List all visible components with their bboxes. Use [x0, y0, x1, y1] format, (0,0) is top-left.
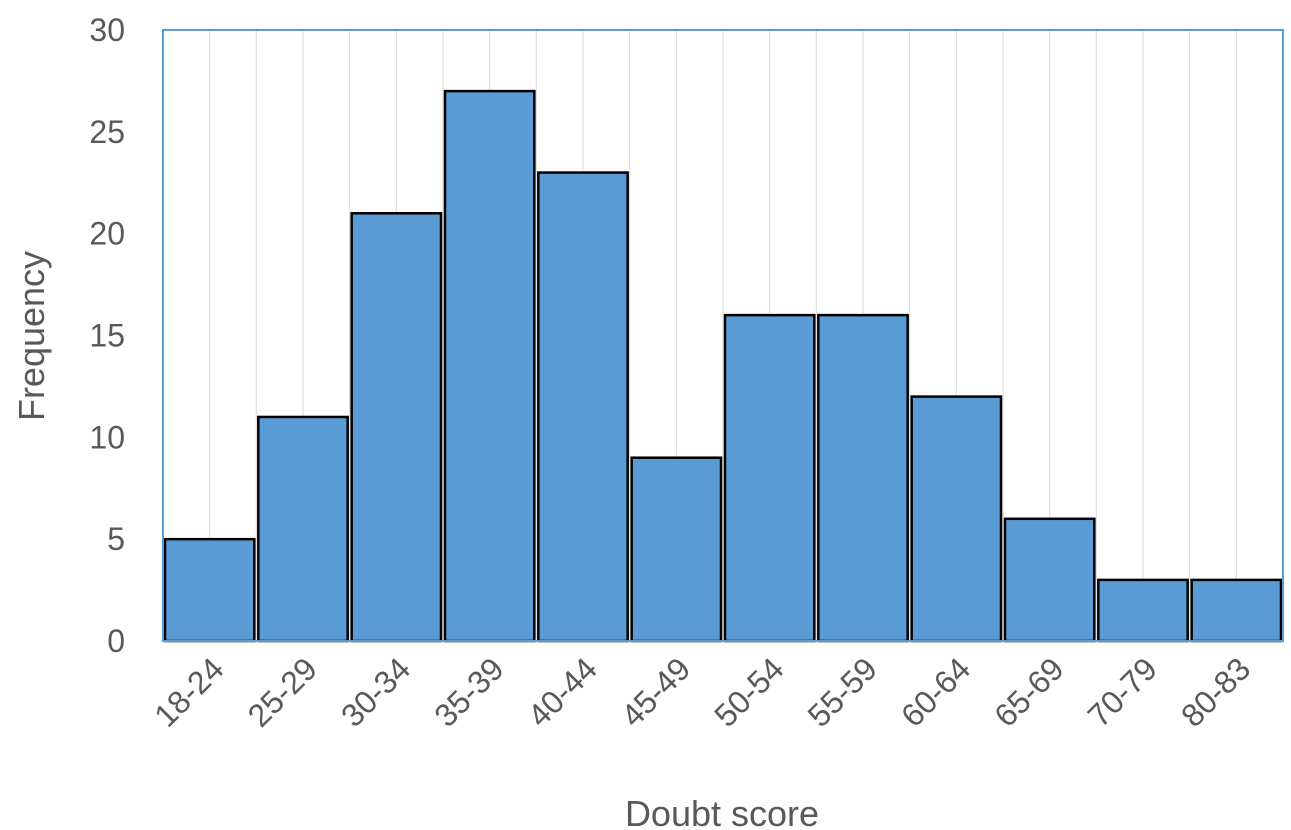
bar-18-24 — [163, 537, 256, 643]
y-tick-label: 15 — [89, 318, 125, 354]
y-tick-label: 10 — [89, 419, 125, 455]
x-axis-ticks: 18-24 25-29 30-34 35-39 40-44 45-49 50-54 55-59… — [147, 650, 1257, 733]
y-axis-ticks: 0 5 10 15 20 25 30 — [89, 12, 125, 659]
x-tick-label: 35-39 — [427, 650, 510, 733]
x-tick-label: 55-59 — [801, 650, 884, 733]
x-tick-label: 60-64 — [894, 650, 977, 733]
bar-40-44 — [537, 171, 629, 643]
y-tick-label: 30 — [89, 12, 125, 48]
bar-30-34 — [350, 212, 443, 643]
bars — [163, 89, 1283, 643]
bar-55-59 — [817, 313, 909, 643]
x-tick-label: 50-54 — [707, 650, 790, 733]
y-tick-label: 5 — [107, 521, 125, 557]
y-tick-label: 20 — [89, 216, 125, 252]
x-tick-label: 18-24 — [147, 650, 230, 733]
bar-50-54 — [723, 313, 816, 643]
bar-60-64 — [910, 395, 1003, 643]
bar-70-79 — [1097, 578, 1189, 643]
bar-35-39 — [443, 89, 536, 643]
bar-65-69 — [1003, 517, 1096, 643]
x-tick-label: 40-44 — [521, 650, 604, 733]
x-tick-label: 70-79 — [1081, 650, 1164, 733]
x-tick-label: 80-83 — [1174, 650, 1257, 733]
bar-45-49 — [630, 456, 723, 643]
y-axis-title: Frequency — [11, 251, 52, 421]
plot-area-border — [162, 29, 1284, 642]
bar-25-29 — [257, 415, 349, 643]
bar-80-83 — [1190, 578, 1283, 643]
x-tick-label: 30-34 — [334, 650, 417, 733]
x-axis-title: Doubt score — [625, 793, 819, 830]
y-tick-label: 0 — [107, 623, 125, 659]
x-tick-label: 65-69 — [987, 650, 1070, 733]
x-tick-label: 45-49 — [614, 650, 697, 733]
x-tick-label: 25-29 — [241, 650, 324, 733]
y-tick-label: 25 — [89, 114, 125, 150]
